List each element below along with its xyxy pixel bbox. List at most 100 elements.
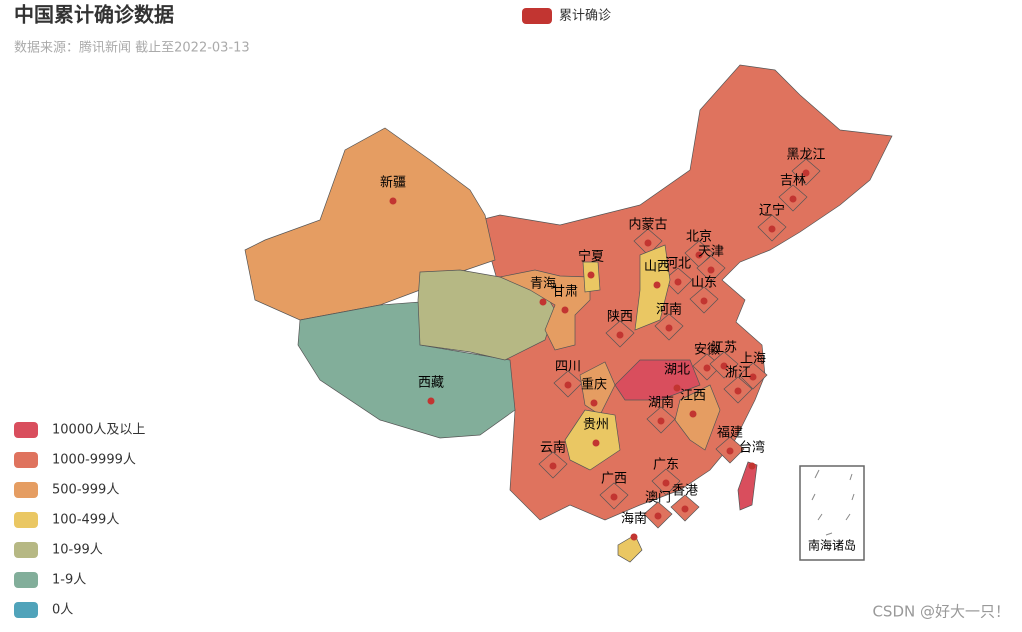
region-label: 湖北	[664, 363, 690, 378]
piece-swatch	[14, 452, 38, 468]
region-label: 西藏	[418, 376, 444, 391]
region	[564, 409, 621, 471]
piece-label: 1-9人	[52, 573, 86, 588]
region-label: 甘肃	[552, 285, 578, 300]
piece-label: 100-499人	[52, 513, 119, 528]
region-label: 福建	[717, 426, 743, 441]
region-label: 广西	[601, 472, 627, 487]
region	[498, 269, 591, 351]
region-dot	[789, 195, 797, 203]
region-label: 辽宁	[759, 203, 785, 219]
region-label: 宁夏	[578, 249, 604, 265]
region-dot	[549, 462, 557, 470]
region-dot	[703, 364, 711, 372]
region	[634, 244, 671, 331]
region-label: 江西	[680, 389, 706, 404]
chart-subtitle: 数据来源：腾讯新闻 截止至2022-03-13	[14, 40, 250, 56]
country-base	[479, 64, 893, 521]
region-label: 重庆	[581, 377, 607, 393]
region-label: 台湾	[739, 440, 765, 456]
piece-swatch	[14, 422, 38, 438]
region-dot	[673, 384, 681, 392]
region-dot	[654, 512, 662, 520]
region-dot	[700, 297, 708, 305]
region-dot	[427, 397, 435, 405]
region-label: 浙江	[725, 366, 751, 381]
region-label: 上海	[740, 352, 766, 367]
region-dot	[707, 266, 715, 274]
piece-label: 0人	[52, 603, 73, 618]
region-dot	[749, 373, 757, 381]
region-label: 香港	[672, 484, 698, 499]
region-dot	[587, 271, 595, 279]
piece-swatch	[14, 512, 38, 528]
piece-label: 500-999人	[52, 483, 119, 498]
region-dot	[689, 410, 697, 418]
region-dot	[681, 505, 689, 513]
region-label: 江苏	[711, 340, 737, 356]
region-label: 内蒙古	[628, 217, 667, 233]
piece-label: 10000人及以上	[52, 423, 145, 438]
region	[417, 269, 556, 361]
region-label: 新疆	[380, 175, 406, 191]
region-label: 陕西	[607, 310, 633, 325]
region-dot	[662, 479, 670, 487]
region-label: 河北	[665, 257, 691, 272]
inset-islands	[811, 469, 855, 536]
region-label: 黑龙江	[786, 148, 825, 163]
piece-swatch	[14, 602, 38, 618]
region-label: 云南	[540, 440, 566, 456]
region-dot	[734, 387, 742, 395]
legend-label: 累计确诊	[559, 9, 611, 24]
region-dot	[695, 251, 703, 259]
region-dot	[561, 306, 569, 314]
region-dot	[748, 462, 756, 470]
region-dot	[592, 439, 600, 447]
region-label: 海南	[621, 511, 647, 527]
region-label: 广东	[653, 458, 679, 473]
region-dot	[644, 239, 652, 247]
region-label: 天津	[698, 245, 724, 260]
legend-swatch	[522, 8, 552, 24]
region-dot	[616, 331, 624, 339]
region-dot	[610, 493, 618, 501]
piece-label: 10-99人	[52, 543, 103, 558]
region	[674, 384, 721, 451]
region-label: 青海	[530, 277, 556, 292]
region-label: 山西	[644, 260, 670, 275]
chart-title: 中国累计确诊数据	[14, 3, 174, 27]
region-label: 北京	[686, 230, 712, 245]
region-dot	[802, 169, 810, 177]
region-label: 山东	[691, 276, 717, 291]
piece-swatch	[14, 482, 38, 498]
region-dot	[720, 362, 728, 370]
region-dot	[768, 225, 776, 233]
region-label: 四川	[555, 360, 581, 375]
inset-label: 南海诸岛	[808, 538, 856, 553]
piece-swatch	[14, 542, 38, 558]
region-label: 安徽	[694, 343, 720, 358]
region	[579, 361, 616, 416]
piece-label: 1000-9999人	[52, 453, 136, 468]
region-dot	[726, 447, 734, 455]
region-dot	[389, 197, 397, 205]
region	[737, 461, 758, 511]
region-label: 河南	[656, 302, 682, 318]
region-dot	[564, 381, 572, 389]
region-label: 澳门	[645, 490, 671, 506]
inset-box	[799, 465, 865, 561]
region-dot	[630, 533, 638, 541]
region	[617, 534, 643, 563]
region-label: 吉林	[780, 174, 806, 189]
region-dot	[590, 399, 598, 407]
region-dot	[657, 417, 665, 425]
region-dot	[674, 278, 682, 286]
region-label: 湖南	[648, 395, 674, 411]
piece-swatch	[14, 572, 38, 588]
region-dot	[653, 281, 661, 289]
watermark: CSDN @好大一只！	[872, 603, 1010, 621]
region-label: 贵州	[583, 418, 609, 433]
region-dot	[665, 324, 673, 332]
region-dot	[539, 298, 547, 306]
